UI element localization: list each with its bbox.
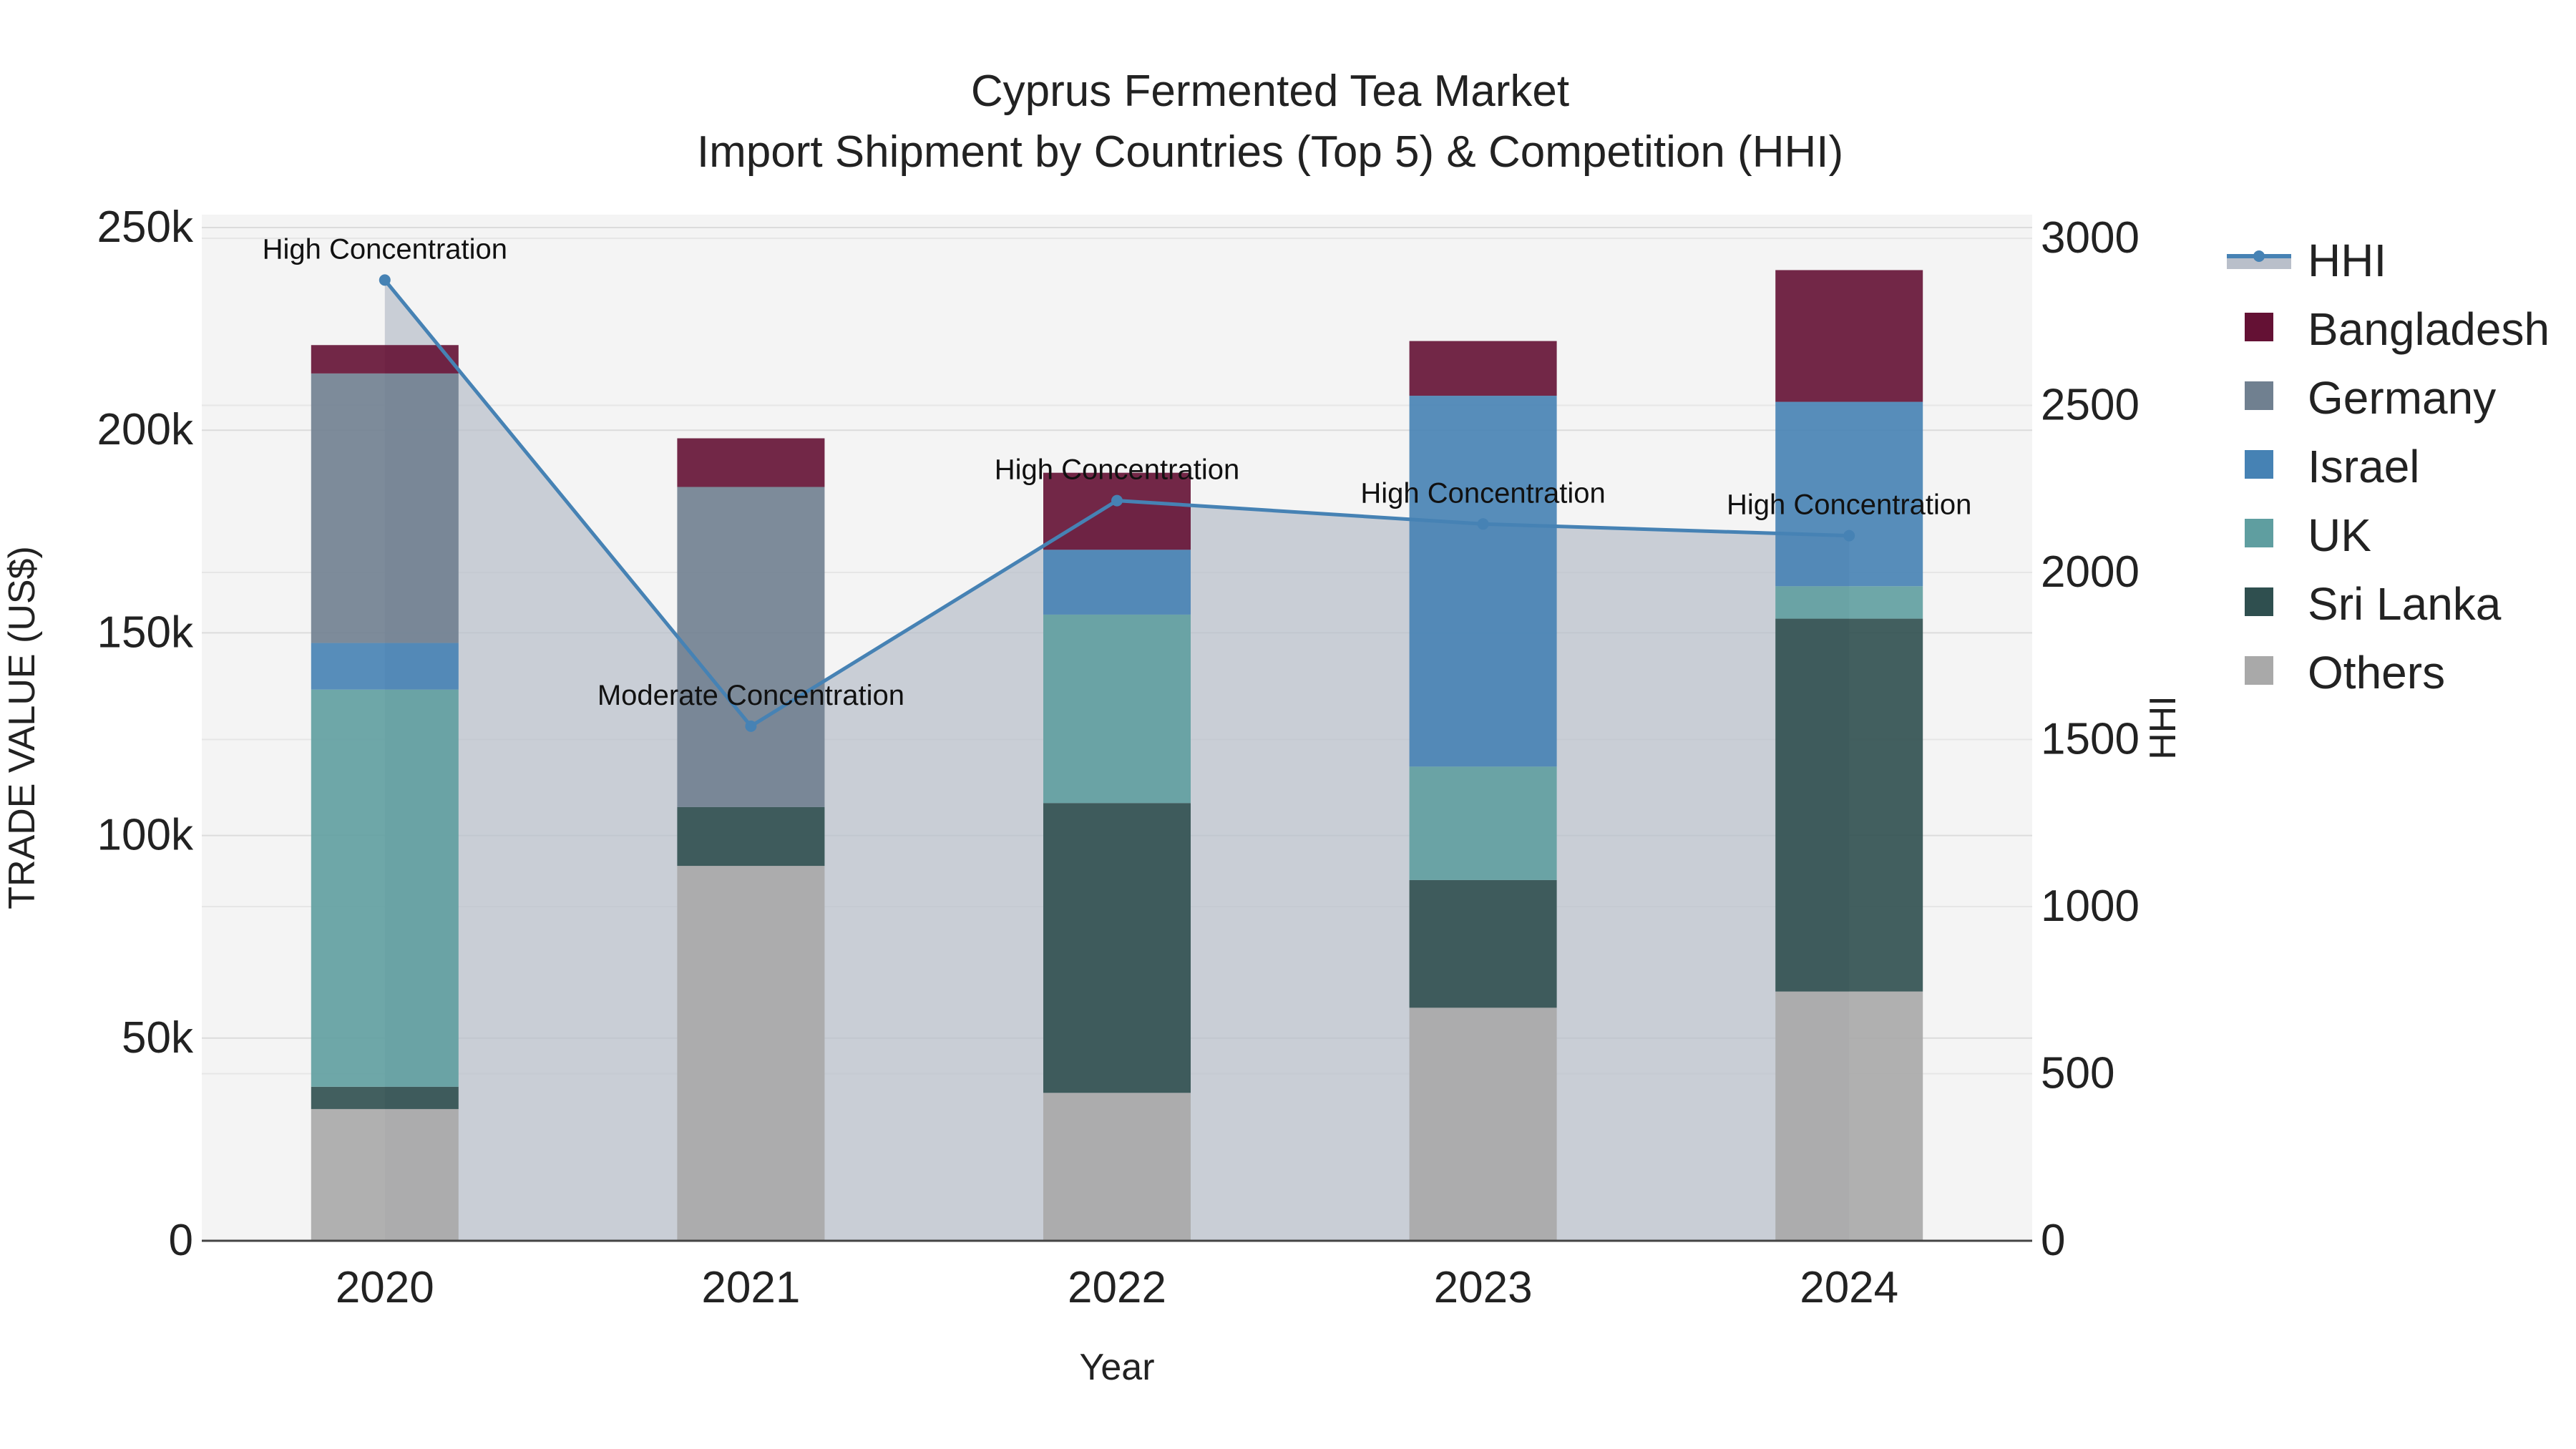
bar-bangladesh-2022 [1043, 472, 1191, 550]
x-tick-label: 2020 [336, 1263, 434, 1312]
y2-tick-label: 3000 [2041, 213, 2140, 263]
bar-uk-2024 [1775, 586, 1923, 619]
bar-sri-lanka-2024 [1775, 618, 1923, 992]
y2-tick-label: 1500 [2041, 715, 2140, 764]
y-tick-label: 150k [97, 608, 194, 657]
bar-sri-lanka-2022 [1043, 803, 1191, 1093]
y2-tick-label: 0 [2041, 1216, 2065, 1265]
hhi-point-2024 [1843, 530, 1855, 542]
bar-bangladesh-2023 [1409, 341, 1557, 396]
chart-title: Cyprus Fermented Tea Market [971, 67, 1569, 116]
bar-uk-2023 [1409, 766, 1557, 880]
y-tick-label: 100k [97, 811, 194, 860]
legend-swatch [2245, 381, 2273, 410]
x-tick-label: 2023 [1434, 1263, 1533, 1312]
bar-uk-2022 [1043, 614, 1191, 804]
hhi-annotation-2021: Moderate Concentration [597, 680, 904, 711]
bar-uk-2020 [311, 689, 459, 1087]
legend-label: Israel [2308, 441, 2420, 492]
bar-bangladesh-2020 [311, 345, 459, 374]
legend-swatch [2245, 656, 2273, 685]
bar-germany-2021 [677, 487, 825, 807]
bar-bangladesh-2024 [1775, 270, 1923, 402]
bar-others-2020 [311, 1108, 459, 1241]
bar-israel-2020 [311, 643, 459, 690]
y-tick-label: 0 [169, 1216, 193, 1265]
hhi-annotation-2024: High Concentration [1727, 489, 1971, 521]
y-tick-label: 50k [122, 1013, 194, 1063]
legend-label: Sri Lanka [2308, 578, 2502, 630]
x-tick-label: 2022 [1068, 1263, 1166, 1312]
legend-swatch [2245, 313, 2273, 341]
legend-label: Bangladesh [2308, 303, 2550, 355]
hhi-annotation-2023: High Concentration [1360, 477, 1605, 509]
bar-others-2024 [1775, 991, 1923, 1241]
bar-israel-2023 [1409, 396, 1557, 767]
legend-item-uk: UK [2245, 509, 2371, 561]
hhi-annotations: High Concentration Moderate Concentration… [263, 233, 1972, 711]
legend-swatch [2245, 587, 2273, 616]
y2-tick-label: 2500 [2041, 381, 2140, 430]
y-tick-label: 200k [97, 405, 194, 454]
legend-item-sri-lanka: Sri Lanka [2245, 578, 2502, 630]
bar-sri-lanka-2020 [311, 1086, 459, 1109]
legend-item-germany: Germany [2245, 372, 2496, 424]
y-tick-label: 250k [97, 203, 194, 252]
legend: HHI Bangladesh Germany Israel UK Sri Lanka Oth… [2227, 235, 2550, 698]
bar-others-2021 [677, 866, 825, 1241]
bar-sri-lanka-2021 [677, 806, 825, 867]
y2-tick-label: 2000 [2041, 547, 2140, 597]
x-axis-label: Year [1079, 1347, 1154, 1388]
legend-item-hhi: HHI [2227, 235, 2386, 286]
bar-germany-2020 [311, 373, 459, 643]
legend-item-others: Others [2245, 647, 2445, 698]
legend-swatch [2245, 519, 2273, 547]
y-axis-ticks: 0 50k 100k 150k 200k 250k [97, 203, 194, 1265]
legend-swatch [2227, 256, 2291, 269]
y-axis-label: TRADE VALUE (US$) [1, 546, 43, 909]
hhi-point-2022 [1111, 494, 1123, 507]
bars-layer [311, 270, 1923, 1241]
legend-item-bangladesh: Bangladesh [2245, 303, 2550, 355]
legend-item-israel: Israel [2245, 441, 2420, 492]
hhi-annotation-2020: High Concentration [263, 233, 507, 265]
bar-sri-lanka-2023 [1409, 879, 1557, 1008]
legend-swatch [2245, 450, 2273, 479]
bar-others-2023 [1409, 1008, 1557, 1241]
x-tick-label: 2024 [1800, 1263, 1898, 1312]
y2-axis-label: HHI [2142, 696, 2184, 760]
y2-tick-label: 1000 [2041, 882, 2140, 931]
hhi-point-2020 [379, 274, 391, 286]
hhi-annotation-2022: High Concentration [995, 454, 1239, 486]
hhi-line-layer [379, 274, 1855, 732]
legend-label: HHI [2308, 235, 2386, 286]
hhi-point-2021 [745, 720, 757, 732]
legend-label: UK [2308, 509, 2371, 561]
hhi-point-2023 [1477, 518, 1489, 530]
x-tick-label: 2021 [701, 1263, 800, 1312]
bar-bangladesh-2021 [677, 438, 825, 487]
chart-subtitle: Import Shipment by Countries (Top 5) & C… [697, 127, 1843, 177]
x-axis-ticks: 2020 2021 2022 2023 2024 [336, 1263, 1898, 1312]
bar-others-2022 [1043, 1093, 1191, 1241]
legend-label: Germany [2308, 372, 2496, 424]
legend-label: Others [2308, 647, 2445, 698]
y2-tick-label: 500 [2041, 1049, 2114, 1098]
bar-israel-2022 [1043, 550, 1191, 615]
legend-marker [2253, 250, 2265, 262]
bar-israel-2024 [1775, 401, 1923, 587]
y2-axis-ticks: 0 500 1000 1500 2000 2500 3000 [2041, 213, 2140, 1265]
